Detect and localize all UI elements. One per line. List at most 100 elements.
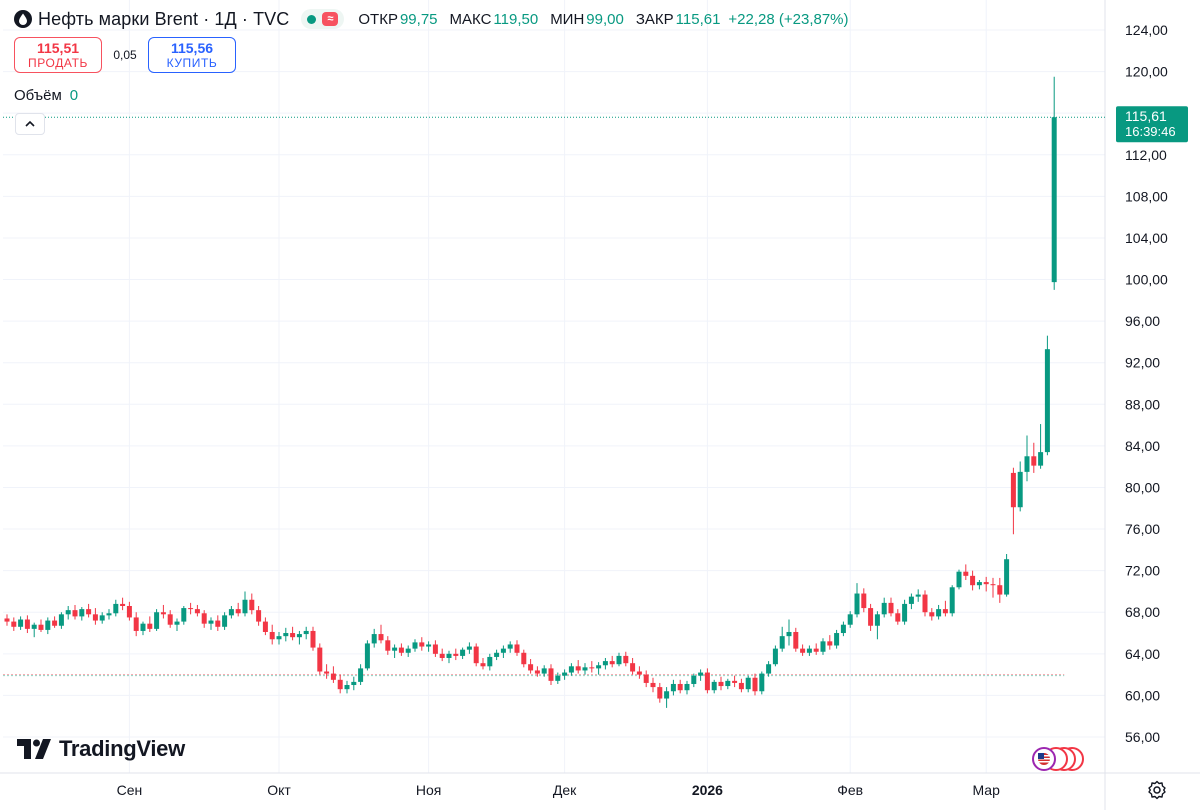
economic-events-flags-icon[interactable] bbox=[1030, 746, 1088, 772]
candle bbox=[650, 677, 656, 693]
candle bbox=[358, 664, 364, 686]
candle bbox=[596, 662, 602, 675]
candle-body bbox=[317, 647, 323, 672]
candle bbox=[18, 616, 24, 630]
candle bbox=[888, 597, 894, 617]
volume-legend[interactable]: Объём 0 bbox=[14, 87, 78, 104]
candle bbox=[636, 666, 642, 679]
candle-body bbox=[92, 614, 98, 621]
candle bbox=[140, 621, 146, 636]
candle bbox=[330, 666, 336, 683]
collapse-legend-button[interactable] bbox=[15, 113, 45, 135]
candle bbox=[120, 597, 126, 611]
y-tick-label: 124,00 bbox=[1125, 22, 1168, 38]
candle-body bbox=[256, 610, 262, 622]
candle bbox=[317, 643, 323, 675]
candle-body bbox=[167, 614, 173, 625]
candle-body bbox=[541, 668, 547, 674]
candle bbox=[1017, 461, 1023, 512]
candle bbox=[936, 604, 942, 620]
candle-body bbox=[466, 646, 472, 650]
candle bbox=[616, 652, 622, 667]
tradingview-logo[interactable]: TradingView bbox=[17, 736, 185, 762]
candle bbox=[548, 664, 554, 686]
candle-body bbox=[480, 663, 486, 667]
tradingview-wordmark: TradingView bbox=[59, 736, 185, 761]
candle-body bbox=[439, 653, 445, 658]
candle bbox=[800, 644, 806, 656]
candle-body bbox=[528, 664, 534, 671]
candle-body bbox=[201, 613, 207, 624]
candle-body bbox=[106, 613, 112, 616]
candle bbox=[24, 615, 30, 634]
candle-body bbox=[956, 571, 962, 588]
candle bbox=[262, 617, 268, 636]
candle bbox=[344, 680, 350, 694]
candle-body bbox=[140, 623, 146, 631]
candle-body bbox=[881, 602, 887, 615]
candle-body bbox=[779, 636, 785, 649]
buy-button[interactable]: 115,56 КУПИТЬ bbox=[148, 37, 236, 73]
candle-body bbox=[276, 636, 282, 640]
candle-body bbox=[487, 656, 493, 667]
y-tick-label: 112,00 bbox=[1125, 147, 1167, 163]
candle-body bbox=[793, 631, 799, 649]
x-tick-label: Дек bbox=[553, 782, 577, 798]
candle bbox=[1004, 554, 1010, 597]
candle bbox=[990, 577, 996, 598]
symbol-title[interactable]: Нефть марки Brent · 1Д · TVC bbox=[38, 8, 290, 29]
candle-body bbox=[902, 603, 908, 622]
candle-body bbox=[691, 675, 697, 684]
candle-body bbox=[385, 640, 391, 651]
candle bbox=[487, 653, 493, 671]
candle bbox=[385, 636, 391, 655]
last-price-tag: 115,61 16:39:46 bbox=[1116, 106, 1188, 143]
candle-body bbox=[86, 609, 92, 615]
candle-body bbox=[147, 623, 153, 629]
candle bbox=[426, 641, 432, 652]
candle-body bbox=[65, 610, 71, 615]
y-tick-label: 80,00 bbox=[1125, 479, 1160, 495]
candle bbox=[208, 617, 214, 630]
candle bbox=[290, 626, 296, 641]
candle-body bbox=[398, 647, 404, 653]
market-status-pill[interactable]: ≈ bbox=[301, 9, 345, 29]
candle-body bbox=[704, 672, 710, 691]
candle-body bbox=[160, 612, 166, 615]
candle-body bbox=[72, 610, 78, 617]
candle bbox=[392, 644, 398, 658]
candle-body bbox=[1038, 452, 1044, 466]
candle bbox=[215, 615, 221, 631]
candle bbox=[528, 659, 534, 674]
candle-body bbox=[976, 582, 982, 586]
candle-body bbox=[664, 691, 670, 699]
candle-body bbox=[18, 619, 24, 627]
candle bbox=[147, 616, 153, 632]
candle bbox=[820, 638, 826, 655]
candle bbox=[922, 590, 928, 617]
candle bbox=[970, 570, 976, 591]
candle bbox=[575, 660, 581, 674]
candle bbox=[11, 617, 17, 631]
candle bbox=[827, 635, 833, 650]
candle bbox=[99, 612, 105, 624]
candle-body bbox=[786, 631, 792, 637]
gear-icon[interactable] bbox=[1147, 780, 1167, 800]
candle-body bbox=[861, 593, 867, 609]
candle-body bbox=[296, 634, 302, 638]
candle-body bbox=[405, 648, 411, 653]
candle-body bbox=[174, 621, 180, 625]
candle bbox=[738, 678, 744, 693]
candle-body bbox=[38, 624, 44, 630]
y-tick-label: 76,00 bbox=[1125, 521, 1160, 537]
candle-body bbox=[120, 603, 126, 606]
sell-button[interactable]: 115,51 ПРОДАТЬ bbox=[14, 37, 102, 73]
volume-value: 0 bbox=[69, 87, 79, 104]
delayed-data-icon: ≈ bbox=[322, 12, 339, 26]
ohlc-change: +22,28 (+23,87%) bbox=[728, 10, 849, 28]
candle-body bbox=[113, 603, 119, 614]
candle-body bbox=[453, 653, 459, 656]
x-tick-label: Сен bbox=[117, 782, 143, 798]
candle-body bbox=[235, 609, 241, 614]
